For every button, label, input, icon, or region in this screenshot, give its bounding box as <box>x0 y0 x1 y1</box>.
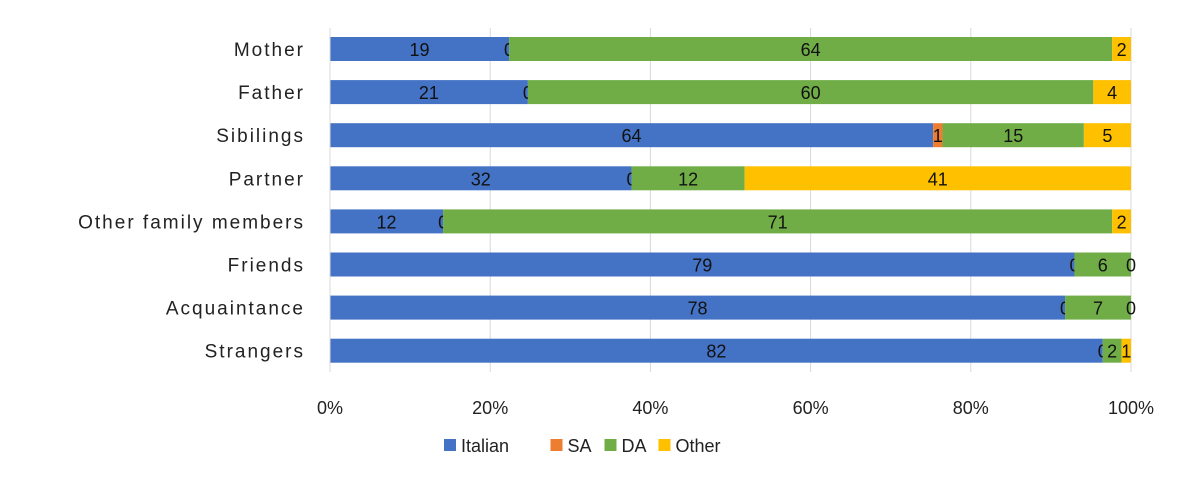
bar-segment-other <box>1083 123 1131 148</box>
bar-segment-sa <box>933 123 943 148</box>
category-label: Acquaintance <box>166 299 305 320</box>
bar-segment-da <box>1102 338 1122 363</box>
x-tick-label: 0% <box>317 398 343 418</box>
category-label: Friends <box>228 256 305 277</box>
data-label: 64 <box>622 126 642 146</box>
data-label: 0 <box>1126 299 1136 319</box>
bar-segment-da <box>631 166 745 191</box>
data-label: 12 <box>377 212 397 232</box>
legend-swatch-other <box>658 439 671 451</box>
category-label: Father <box>238 83 305 104</box>
bar-segment-italian <box>330 338 1103 363</box>
x-tick-label: 40% <box>632 398 668 418</box>
data-label: 15 <box>1003 126 1023 146</box>
data-label: 71 <box>768 212 788 232</box>
x-tick-label: 80% <box>953 398 989 418</box>
legend-swatch-sa <box>550 439 563 451</box>
bar-segment-italian <box>330 209 444 234</box>
data-label: 64 <box>801 40 821 60</box>
bar-segment-other <box>1112 37 1131 61</box>
category-label: Other family members <box>78 212 305 233</box>
legend-label: DA <box>622 436 647 456</box>
data-label: 2 <box>1117 212 1127 232</box>
bar-segment-italian <box>330 123 934 148</box>
data-label: 12 <box>678 169 698 189</box>
bar-segment-italian <box>330 80 528 105</box>
bar-segment-other <box>1093 80 1131 105</box>
data-label: 4 <box>1107 83 1117 103</box>
bar-segment-da <box>509 37 1113 61</box>
bar-segment-italian <box>330 166 632 191</box>
data-label: 5 <box>1102 126 1112 146</box>
bar-segment-italian <box>330 252 1075 277</box>
bar-segment-da <box>1065 295 1131 320</box>
data-label: 79 <box>692 256 712 276</box>
x-tick-label: 100% <box>1108 398 1154 418</box>
category-label: Sibilings <box>216 126 305 147</box>
data-label: 1 <box>933 126 943 146</box>
category-label: Strangers <box>205 342 305 363</box>
data-label: 6 <box>1098 256 1108 276</box>
bar-segment-da <box>1074 252 1131 277</box>
data-label: 60 <box>801 83 821 103</box>
legend-swatch-italian <box>444 439 456 451</box>
x-tick-label: 20% <box>472 398 508 418</box>
data-label: 2 <box>1117 40 1127 60</box>
bar-segment-italian <box>330 37 510 61</box>
bar-segment-da <box>527 80 1094 105</box>
data-label: 2 <box>1107 342 1117 362</box>
bar-segment-other <box>1112 209 1131 234</box>
data-label: 41 <box>928 169 948 189</box>
x-tick-label: 60% <box>793 398 829 418</box>
bar-segment-other <box>744 166 1131 191</box>
category-label: Partner <box>229 169 305 190</box>
bar-segment-italian <box>330 295 1066 320</box>
data-label: 21 <box>419 83 439 103</box>
data-label: 0 <box>1126 256 1136 276</box>
data-label: 78 <box>688 299 708 319</box>
legend-label: Italian <box>461 436 509 456</box>
bar-segment-other <box>1121 338 1131 363</box>
data-label: 7 <box>1093 299 1103 319</box>
data-label: 82 <box>706 342 726 362</box>
bar-segment-da <box>443 209 1113 234</box>
legend-swatch-da <box>604 439 617 451</box>
legend-label: Other <box>676 436 721 456</box>
data-label: 1 <box>1121 342 1131 362</box>
data-label: 19 <box>410 40 430 60</box>
legend-label: SA <box>568 436 592 456</box>
category-label: Mother <box>234 40 305 61</box>
bar-segment-da <box>942 123 1084 148</box>
data-label: 32 <box>471 169 491 189</box>
